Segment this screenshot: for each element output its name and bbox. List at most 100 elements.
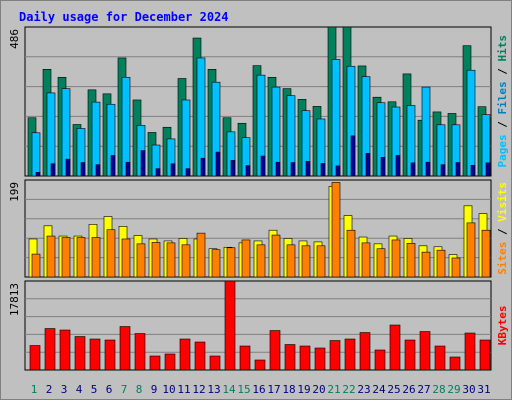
legend-separator: /: [496, 222, 509, 242]
bar-sites-day-10: [166, 242, 176, 278]
bar-pages-day-1: [35, 172, 41, 177]
bar-kbytes-day-29: [449, 356, 461, 371]
bar-kbytes-day-26: [404, 339, 416, 371]
day-label-1: 1: [31, 383, 38, 396]
legend-entry-sites: Sites: [496, 242, 509, 275]
bar-kbytes-day-25: [389, 324, 401, 371]
legend-separator: /: [496, 115, 509, 135]
day-label-20: 20: [312, 383, 325, 396]
day-label-22: 22: [342, 383, 355, 396]
bar-pages-day-29: [455, 162, 461, 177]
bar-sites-day-26: [406, 243, 416, 278]
bar-pages-day-5: [95, 164, 101, 177]
bar-kbytes-day-17: [269, 330, 281, 371]
bar-sites-day-6: [106, 229, 116, 278]
bar-files-day-1: [31, 132, 41, 177]
bar-sites-day-24: [376, 248, 386, 278]
day-label-23: 23: [357, 383, 370, 396]
bar-pages-day-17: [275, 161, 281, 177]
bar-sites-day-25: [391, 239, 401, 278]
y-max-label-1: 486: [8, 29, 21, 49]
bar-sites-day-14: [226, 247, 236, 278]
bar-pages-day-8: [140, 150, 146, 177]
bar-files-day-30: [466, 69, 476, 177]
bar-pages-day-22: [350, 135, 356, 177]
bar-kbytes-day-5: [89, 338, 101, 371]
day-label-31: 31: [477, 383, 490, 396]
bar-kbytes-day-7: [119, 326, 131, 371]
day-label-17: 17: [267, 383, 280, 396]
bar-kbytes-day-20: [314, 347, 326, 371]
bar-pages-day-23: [365, 153, 371, 177]
bar-pages-day-6: [110, 155, 116, 177]
day-label-27: 27: [417, 383, 430, 396]
day-label-12: 12: [192, 383, 205, 396]
bar-kbytes-day-13: [209, 355, 221, 371]
day-label-8: 8: [136, 383, 143, 396]
bar-kbytes-day-21: [329, 340, 341, 371]
bar-pages-day-25: [395, 155, 401, 177]
bar-kbytes-day-10: [164, 353, 176, 371]
day-label-29: 29: [447, 383, 460, 396]
bar-pages-day-7: [125, 161, 131, 177]
bar-pages-day-3: [65, 158, 71, 177]
day-label-7: 7: [121, 383, 128, 396]
day-label-14: 14: [222, 383, 236, 396]
bar-pages-day-12: [200, 157, 206, 177]
day-label-5: 5: [91, 383, 98, 396]
bar-pages-day-20: [320, 163, 326, 177]
day-label-30: 30: [462, 383, 475, 396]
bar-sites-day-28: [436, 249, 446, 278]
legend-entry-hits: Hits: [496, 35, 509, 62]
bar-kbytes-day-9: [149, 355, 161, 371]
day-label-4: 4: [76, 383, 83, 396]
bar-pages-day-31: [485, 162, 491, 177]
day-label-28: 28: [432, 383, 445, 396]
bar-sites-day-20: [316, 245, 326, 278]
bar-pages-day-30: [470, 164, 476, 177]
bar-pages-day-26: [410, 162, 416, 177]
day-label-9: 9: [151, 383, 158, 396]
bar-pages-day-14: [230, 160, 236, 177]
bar-sites-day-15: [241, 239, 251, 278]
bar-kbytes-day-8: [134, 333, 146, 371]
day-label-19: 19: [297, 383, 310, 396]
bar-pages-day-2: [50, 163, 56, 177]
bar-kbytes-day-18: [284, 344, 296, 371]
bar-sites-day-9: [151, 242, 161, 278]
chart-title: Daily usage for December 2024: [19, 10, 229, 24]
bar-pages-day-21: [335, 165, 341, 177]
bar-sites-day-2: [46, 235, 56, 278]
bar-sites-day-13: [211, 249, 221, 278]
y-max-label-3: 17813: [8, 283, 21, 316]
day-label-15: 15: [237, 383, 250, 396]
bar-sites-day-31: [481, 229, 491, 278]
bar-sites-day-3: [61, 237, 71, 278]
bar-sites-day-27: [421, 251, 431, 278]
day-label-24: 24: [372, 383, 386, 396]
bar-pages-day-9: [155, 168, 161, 177]
day-label-13: 13: [207, 383, 220, 396]
bar-kbytes-day-14: [224, 280, 236, 371]
bar-pages-day-16: [260, 155, 266, 177]
bar-files-day-21: [331, 59, 341, 177]
bar-sites-day-5: [91, 237, 101, 278]
bar-pages-day-28: [440, 164, 446, 177]
bar-pages-day-18: [290, 162, 296, 177]
bar-sites-day-16: [256, 244, 266, 278]
bar-kbytes-day-6: [104, 339, 116, 371]
bar-pages-day-27: [425, 161, 431, 177]
day-label-16: 16: [252, 383, 265, 396]
bar-kbytes-day-12: [194, 341, 206, 371]
day-label-3: 3: [61, 383, 68, 396]
bar-files-day-7: [121, 76, 131, 177]
bar-kbytes-day-1: [29, 345, 41, 371]
legend-entry-visits: Visits: [496, 182, 509, 222]
bar-sites-day-30: [466, 222, 476, 278]
bar-pages-day-15: [245, 165, 251, 177]
bar-sites-day-17: [271, 234, 281, 278]
legend-1: Pages / Files / Hits: [496, 35, 509, 168]
bar-kbytes-day-19: [299, 345, 311, 371]
bar-pages-day-19: [305, 160, 311, 177]
